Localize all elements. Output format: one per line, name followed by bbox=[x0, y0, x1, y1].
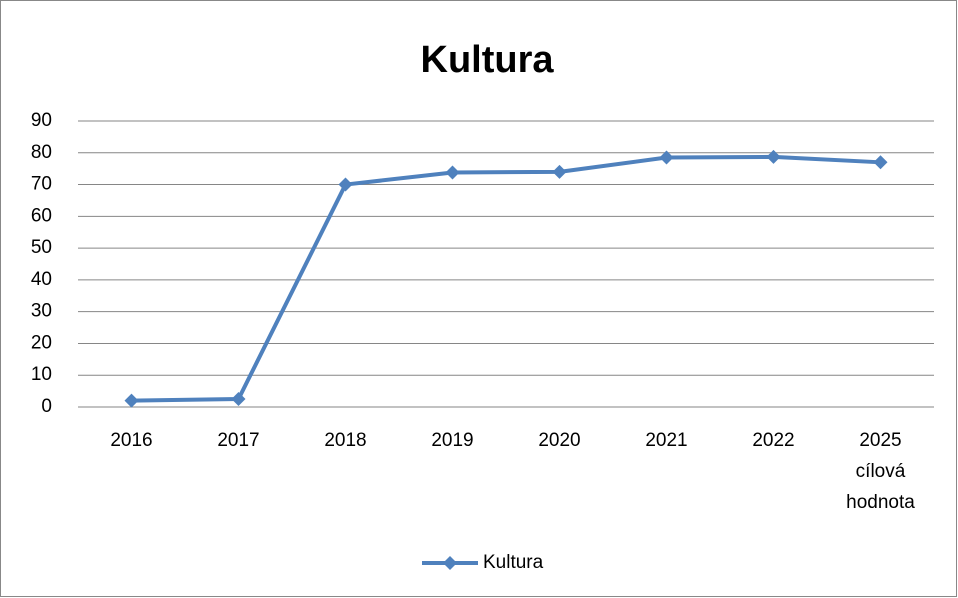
y-tick-label: 10 bbox=[31, 364, 52, 385]
point-marker bbox=[659, 150, 674, 165]
point-marker bbox=[338, 177, 353, 192]
chart-title: Kultura bbox=[421, 39, 555, 81]
x-tick-label: 2021 bbox=[645, 430, 687, 451]
legend-marker bbox=[443, 556, 457, 570]
point-marker bbox=[552, 164, 567, 179]
y-tick-label: 70 bbox=[31, 174, 52, 195]
y-tick-label: 50 bbox=[31, 237, 52, 258]
point-marker bbox=[231, 392, 246, 407]
y-tick-label: 0 bbox=[41, 396, 52, 417]
y-tick-label: 90 bbox=[31, 110, 52, 131]
x-tick-label: 2025 cílová hodnota bbox=[846, 430, 915, 513]
x-tick-label: 2020 bbox=[538, 430, 580, 451]
point-marker bbox=[873, 155, 888, 170]
x-tick-label: 2019 bbox=[431, 430, 473, 451]
y-tick-label: 60 bbox=[31, 205, 52, 226]
y-tick-label: 40 bbox=[31, 269, 52, 290]
x-tick-label: 2018 bbox=[324, 430, 366, 451]
y-tick-label: 20 bbox=[31, 332, 52, 353]
legend-label: Kultura bbox=[483, 552, 544, 573]
point-marker bbox=[766, 149, 781, 164]
y-tick-label: 80 bbox=[31, 142, 52, 163]
point-marker bbox=[445, 165, 460, 180]
x-tick-label: 2016 bbox=[110, 430, 152, 451]
point-marker bbox=[124, 393, 139, 408]
y-tick-label: 30 bbox=[31, 301, 52, 322]
series-line bbox=[131, 154, 881, 403]
x-tick-label: 2017 bbox=[217, 430, 259, 451]
x-tick-label: 2022 bbox=[752, 430, 794, 451]
